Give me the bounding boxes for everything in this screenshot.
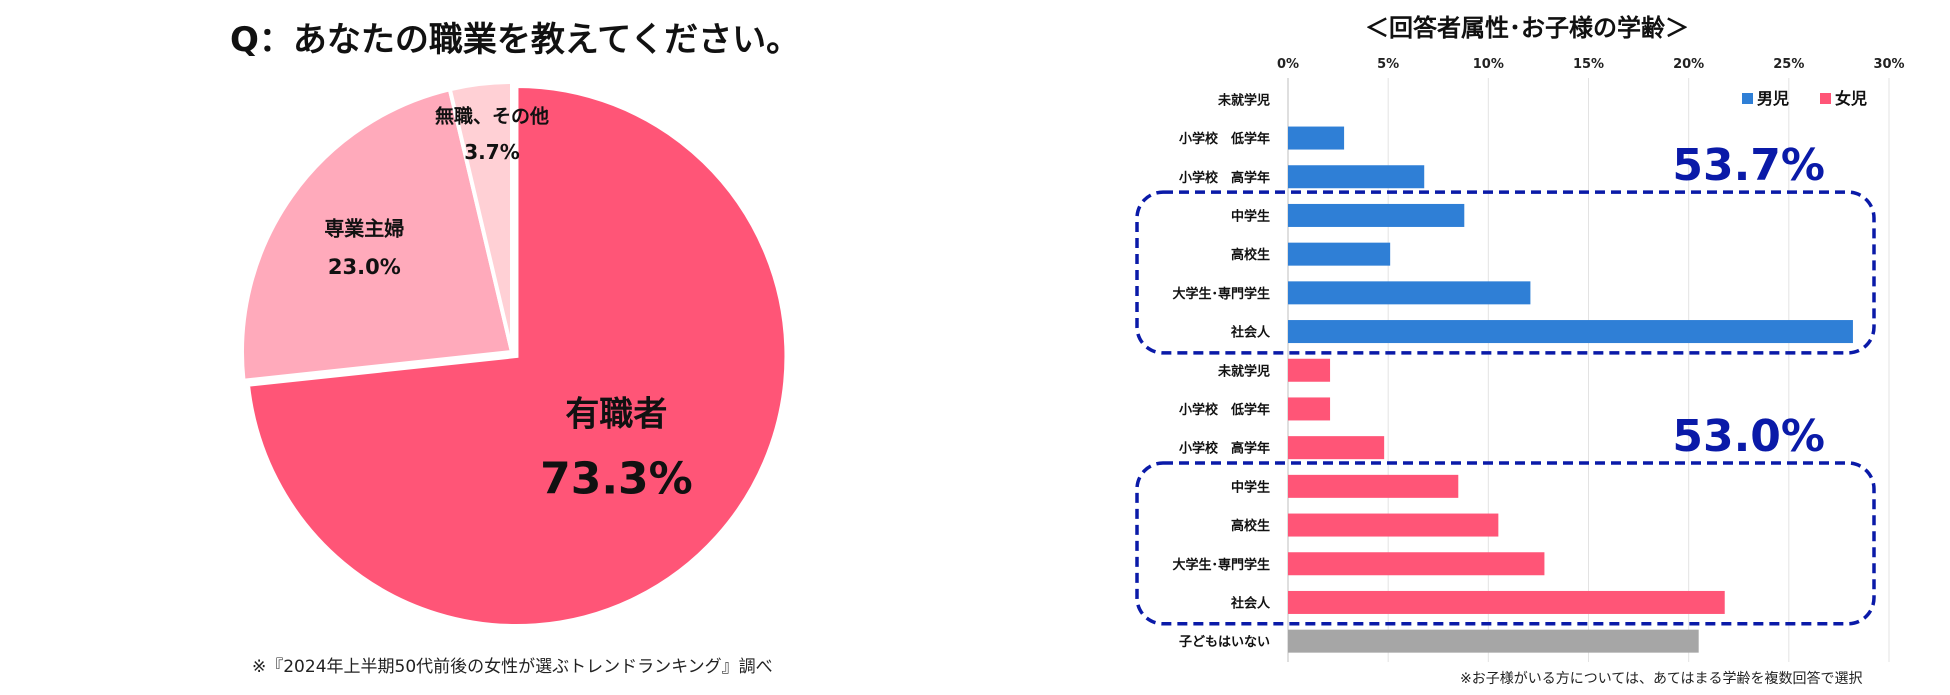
- pie-slice-label: 専業主婦: [324, 217, 404, 241]
- category-label: 高校生: [1231, 247, 1270, 263]
- group-total-annotation: 53.7%: [1672, 140, 1825, 191]
- category-label: 社会人: [1230, 325, 1271, 341]
- category-label: 小学校 低学年: [1179, 131, 1270, 147]
- bar-5: [1288, 281, 1531, 305]
- bar-14: [1288, 629, 1699, 653]
- x-tick-label: 10%: [1473, 57, 1504, 72]
- category-label: 未就学児: [1217, 92, 1270, 108]
- multiple-answer-note: ※お子様がいる方については、あてはまる学齢を複数回答で選択: [1460, 671, 1863, 687]
- pie-slice-label: 無職、その他: [435, 105, 549, 128]
- category-label: 小学校 高学年: [1179, 170, 1270, 186]
- bar-2: [1288, 165, 1425, 189]
- bar-1: [1288, 126, 1345, 150]
- x-tick-label: 0%: [1277, 57, 1299, 72]
- x-tick-label: 5%: [1377, 57, 1399, 72]
- source-note: ※『2024年上半期50代前後の女性が選ぶトレンドランキング』調べ: [252, 657, 773, 677]
- legend-swatch: [1742, 93, 1753, 104]
- category-label: 小学校 低学年: [1179, 402, 1270, 418]
- legend-label: 女児: [1835, 89, 1867, 108]
- bar-10: [1288, 474, 1459, 498]
- pie-slice-1: [240, 86, 515, 383]
- category-label: 大学生･専門学生: [1172, 286, 1270, 302]
- bar-6: [1288, 320, 1853, 344]
- category-label: 高校生: [1231, 518, 1270, 534]
- pie-slice-0: [245, 84, 789, 629]
- bar-11: [1288, 513, 1499, 537]
- bar-9: [1288, 436, 1385, 460]
- bar-7: [1288, 358, 1331, 382]
- bar-13: [1288, 590, 1725, 614]
- category-label: 小学校 高学年: [1179, 441, 1270, 457]
- bar-4: [1288, 242, 1391, 266]
- pie-slice-label: 有職者: [565, 394, 667, 434]
- category-label: 中学生: [1231, 208, 1270, 224]
- bar-chart-title: ＜回答者属性･お子様の学齢＞: [1365, 14, 1689, 42]
- x-tick-label: 15%: [1573, 57, 1604, 72]
- x-tick-label: 30%: [1873, 57, 1904, 72]
- pie-slice-value: 73.3%: [540, 454, 693, 505]
- bar-3: [1288, 203, 1465, 227]
- x-tick-label: 25%: [1773, 57, 1804, 72]
- category-label: 大学生･専門学生: [1172, 557, 1270, 573]
- bar-12: [1288, 552, 1545, 576]
- pie-slice-2: [447, 79, 514, 353]
- group-highlight-box: [1135, 190, 1876, 355]
- category-label: 子どもはいない: [1179, 635, 1270, 650]
- category-label: 中学生: [1231, 479, 1270, 495]
- pie-slice-value: 3.7%: [464, 140, 519, 164]
- bar-8: [1288, 397, 1331, 421]
- group-highlight-box: [1135, 461, 1876, 626]
- legend-label: 男児: [1757, 89, 1789, 108]
- category-label: 社会人: [1230, 595, 1271, 611]
- group-total-annotation: 53.0%: [1672, 411, 1825, 462]
- x-tick-label: 20%: [1673, 57, 1704, 72]
- pie-chart-title: Q：あなたの職業を教えてください。: [230, 20, 801, 60]
- category-label: 未就学児: [1217, 363, 1270, 379]
- pie-slice-value: 23.0%: [328, 255, 401, 279]
- occupation-pie-chart: 有職者 73.3% 専業主婦 23.0% 無職、その他 3.7%: [240, 79, 789, 629]
- legend-swatch: [1820, 93, 1831, 104]
